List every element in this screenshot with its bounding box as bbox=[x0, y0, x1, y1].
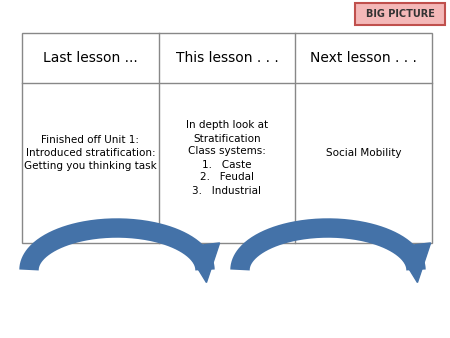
Text: Next lesson . . .: Next lesson . . . bbox=[310, 51, 417, 65]
Bar bbox=[22, 33, 432, 243]
Text: Stratification: Stratification bbox=[193, 134, 261, 144]
Polygon shape bbox=[396, 243, 431, 283]
Text: In depth look at: In depth look at bbox=[186, 121, 268, 130]
Text: Class systems:: Class systems: bbox=[188, 146, 266, 156]
Polygon shape bbox=[184, 243, 220, 283]
FancyBboxPatch shape bbox=[355, 3, 445, 25]
Text: 2.   Feudal: 2. Feudal bbox=[200, 172, 254, 183]
Text: BIG PICTURE: BIG PICTURE bbox=[365, 9, 434, 19]
Text: 3.   Industrial: 3. Industrial bbox=[193, 186, 261, 195]
Text: This lesson . . .: This lesson . . . bbox=[176, 51, 279, 65]
Text: Social Mobility: Social Mobility bbox=[326, 148, 401, 158]
Text: Last lesson ...: Last lesson ... bbox=[43, 51, 138, 65]
Text: 1.   Caste: 1. Caste bbox=[202, 160, 252, 169]
Text: Finished off Unit 1:
Introduced stratification:
Getting you thinking task: Finished off Unit 1: Introduced stratifi… bbox=[24, 135, 157, 171]
